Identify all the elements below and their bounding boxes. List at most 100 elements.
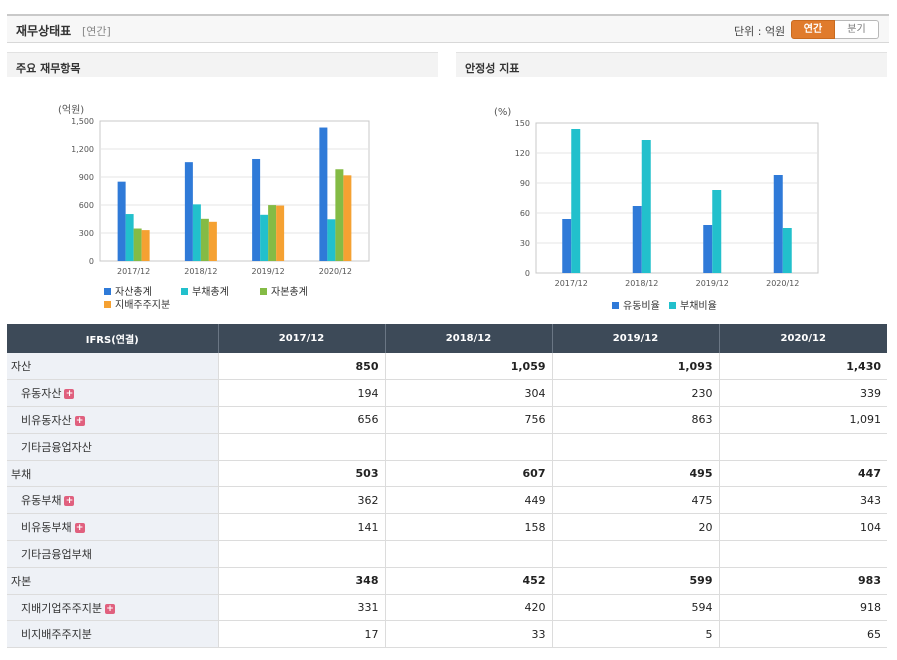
section-header: 재무상태표 [연간] 단위 : 억원 연간 분기 [7, 14, 889, 43]
row-label-cell: 비지배주주지분 [7, 620, 219, 649]
plot-area [535, 122, 819, 274]
table-row: 유동부채 +362 449 475 343 [7, 486, 887, 515]
x-tick-label: 2017/12 [555, 279, 588, 288]
legend-label: 부채총계 [192, 286, 229, 298]
bar-2-3 [712, 190, 722, 273]
y-tick-label: 900 [79, 173, 94, 182]
row-label: 기타금융업자산 [21, 440, 92, 454]
row-label-cell: 비유동자산 + [7, 406, 219, 434]
row-label-cell: 유동자산 + [7, 379, 219, 408]
legend-label: 자본총계 [271, 286, 308, 298]
y-tick-label: 0 [89, 257, 94, 266]
y-tick-label: 60 [520, 209, 530, 218]
key-items-panel: 주요 재무항목 (억원) 0 300 600 900 1,200 1,500 2017/12 2… [7, 52, 438, 322]
y-tick-label: 0 [525, 269, 530, 278]
value-cell: 141 [218, 513, 386, 542]
value-cell: 756 [385, 406, 553, 434]
table-row: 비유동자산 +656 756 863 1,091 [7, 406, 887, 434]
value-cell: 599 [552, 567, 720, 595]
bar-1-4 [319, 127, 328, 262]
table-row: 기타금융업부채 [7, 540, 887, 568]
key-items-chart: (억원) 0 300 600 900 1,200 1,500 2017/12 2018/12 20… [58, 104, 370, 311]
table-header-period: 2018/12 [385, 324, 553, 353]
section-title: 재무상태표 [16, 24, 72, 38]
table-row: 비유동부채 +141 158 20 104 [7, 513, 887, 542]
row-label: 유동부채 [21, 494, 62, 508]
row-label: 비유동부채 [21, 521, 72, 535]
y-tick-label: 90 [520, 179, 530, 188]
legend-swatch [104, 288, 111, 295]
value-cell: 420 [385, 594, 553, 622]
row-label: 비유동자산 [21, 413, 72, 427]
legend-label: 유동비율 [623, 300, 660, 312]
value-cell: 1,091 [719, 406, 887, 434]
unit-label: 단위 : 억원 [734, 25, 786, 38]
toggle-quarter-button[interactable]: 분기 [835, 20, 879, 39]
toggle-annual-button[interactable]: 연간 [791, 20, 835, 39]
expand-icon[interactable]: + [104, 603, 115, 614]
bar-4-1 [141, 230, 150, 261]
expand-icon[interactable]: + [64, 496, 75, 507]
x-tick-label: 2020/12 [766, 279, 799, 288]
value-cell: 656 [218, 406, 386, 434]
expand-icon[interactable]: + [64, 389, 75, 400]
financial-table: IFRS(연결) 2017/12 2018/12 2019/12 2020/12 자산 8… [7, 324, 887, 649]
value-cell: 983 [719, 567, 887, 595]
y-tick-label: 120 [515, 149, 530, 158]
legend-label: 부채비율 [680, 300, 717, 312]
stability-panel: 안정성 지표 (%) 0 30 60 90 120 150 2017/12 2018/12 201… [456, 52, 887, 322]
value-cell: 20 [552, 513, 720, 542]
value-cell [385, 433, 553, 461]
value-cell: 194 [218, 379, 386, 408]
expand-icon[interactable]: + [74, 415, 85, 426]
period-toggle: 연간 분기 [791, 20, 879, 39]
table-header-period: 2019/12 [552, 324, 720, 353]
bar-1-2 [184, 162, 193, 261]
y-tick-label: 1,200 [71, 145, 94, 154]
value-cell [218, 433, 386, 461]
bar-2-1 [571, 129, 581, 273]
row-label: 비지배주주지분 [21, 628, 92, 642]
legend-label: 지배주주지분 [115, 299, 170, 311]
expand-icon[interactable]: + [74, 523, 85, 534]
table-row: 자본 348 452 599 983 [7, 567, 887, 595]
row-label-cell: 자본 [7, 567, 219, 595]
y-tick-label: 300 [79, 229, 94, 238]
row-label: 자산 [11, 360, 32, 374]
key-items-title: 주요 재무항목 [7, 52, 438, 77]
y-tick-label: 600 [79, 201, 94, 210]
table-row: 비지배주주지분 17 33 5 65 [7, 620, 887, 649]
value-cell: 449 [385, 486, 553, 515]
x-tick-label: 2018/12 [625, 279, 658, 288]
row-label-cell: 기타금융업부채 [7, 540, 219, 568]
value-cell: 594 [552, 594, 720, 622]
table-row: 부채 503 607 495 447 [7, 460, 887, 488]
table-header-label: IFRS(연결) [7, 324, 219, 353]
bar-1-3 [703, 225, 713, 273]
bar-2-4 [782, 228, 792, 273]
bar-1-4 [773, 175, 783, 273]
value-cell: 1,093 [552, 353, 720, 381]
bar-2-1 [125, 214, 134, 261]
value-cell: 850 [218, 353, 386, 381]
value-cell [719, 433, 887, 461]
bar-3-1 [133, 228, 142, 261]
table-header-period: 2020/12 [719, 324, 887, 353]
y-tick-label: 30 [520, 239, 530, 248]
value-cell: 17 [218, 620, 386, 649]
table-header-period: 2017/12 [218, 324, 386, 353]
bar-3-2 [200, 218, 209, 261]
value-cell: 65 [719, 620, 887, 649]
bar-4-2 [208, 221, 217, 261]
row-label-cell: 부채 [7, 460, 219, 488]
legend-swatch [181, 288, 188, 295]
value-cell: 158 [385, 513, 553, 542]
value-cell: 5 [552, 620, 720, 649]
table-row: 유동자산 +194 304 230 339 [7, 379, 887, 408]
bar-2-3 [260, 214, 269, 261]
x-tick-label: 2019/12 [696, 279, 729, 288]
row-label-cell: 자산 [7, 353, 219, 381]
row-label-cell: 기타금융업자산 [7, 433, 219, 461]
value-cell [552, 433, 720, 461]
value-cell: 304 [385, 379, 553, 408]
